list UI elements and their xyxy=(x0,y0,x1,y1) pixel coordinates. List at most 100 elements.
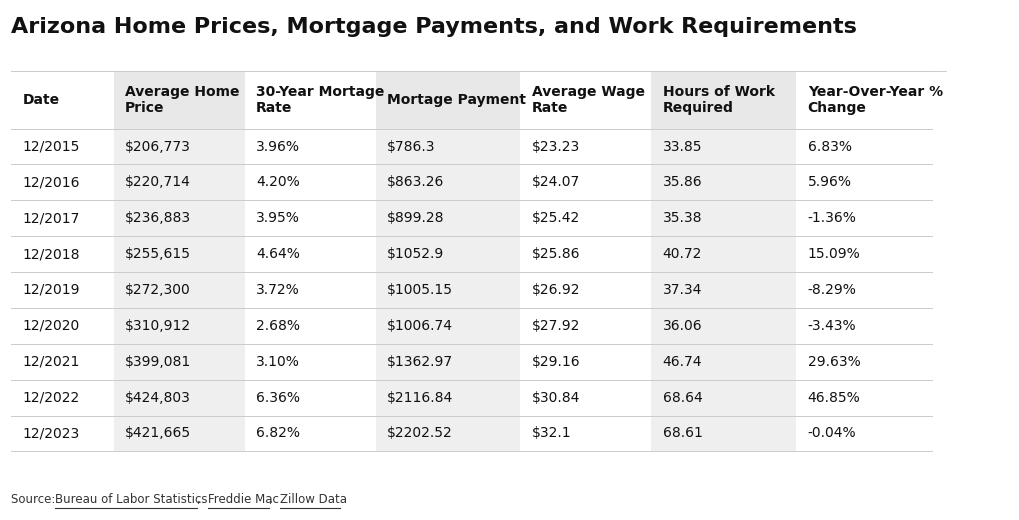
Text: 12/2019: 12/2019 xyxy=(22,283,79,297)
Bar xyxy=(114,200,245,236)
Text: $25.86: $25.86 xyxy=(531,247,580,261)
Text: Average Wage
Rate: Average Wage Rate xyxy=(531,85,644,115)
Text: $899.28: $899.28 xyxy=(386,211,444,225)
Text: -0.04%: -0.04% xyxy=(807,426,855,440)
Text: $863.26: $863.26 xyxy=(386,175,444,189)
Text: Average Home
Price: Average Home Price xyxy=(125,85,239,115)
Text: 6.82%: 6.82% xyxy=(256,426,300,440)
Text: 12/2020: 12/2020 xyxy=(22,319,79,333)
Text: $220,714: $220,714 xyxy=(125,175,191,189)
Text: 35.38: 35.38 xyxy=(662,211,701,225)
Text: 3.96%: 3.96% xyxy=(256,139,300,153)
Text: 35.86: 35.86 xyxy=(662,175,702,189)
Text: $424,803: $424,803 xyxy=(125,391,191,405)
Bar xyxy=(375,128,520,164)
Text: -1.36%: -1.36% xyxy=(807,211,856,225)
Text: $23.23: $23.23 xyxy=(531,139,580,153)
Text: 3.95%: 3.95% xyxy=(256,211,300,225)
Bar xyxy=(651,164,796,200)
Bar xyxy=(375,200,520,236)
Text: $29.16: $29.16 xyxy=(531,355,580,369)
Bar xyxy=(114,272,245,308)
Bar xyxy=(114,164,245,200)
Text: Source:: Source: xyxy=(11,492,59,505)
Bar xyxy=(651,200,796,236)
Text: 4.64%: 4.64% xyxy=(256,247,300,261)
Text: 5.96%: 5.96% xyxy=(807,175,851,189)
Text: Freddie Mac: Freddie Mac xyxy=(208,492,279,505)
Text: Hours of Work
Required: Hours of Work Required xyxy=(662,85,774,115)
Text: $1005.15: $1005.15 xyxy=(386,283,452,297)
Text: Zillow Data: Zillow Data xyxy=(279,492,346,505)
Bar xyxy=(114,344,245,380)
Text: 6.83%: 6.83% xyxy=(807,139,851,153)
Text: ,: , xyxy=(268,492,276,505)
Bar xyxy=(651,308,796,344)
Text: 36.06: 36.06 xyxy=(662,319,702,333)
Bar xyxy=(651,236,796,272)
Bar xyxy=(375,236,520,272)
Bar xyxy=(375,415,520,451)
Bar xyxy=(114,236,245,272)
Text: Date: Date xyxy=(22,93,59,107)
Text: 29.63%: 29.63% xyxy=(807,355,860,369)
Text: 3.72%: 3.72% xyxy=(256,283,300,297)
Text: $2202.52: $2202.52 xyxy=(386,426,452,440)
Text: $399,081: $399,081 xyxy=(125,355,192,369)
Text: 15.09%: 15.09% xyxy=(807,247,860,261)
Bar xyxy=(651,380,796,415)
Text: 12/2017: 12/2017 xyxy=(22,211,79,225)
Text: $30.84: $30.84 xyxy=(531,391,580,405)
Bar xyxy=(651,128,796,164)
Text: 12/2023: 12/2023 xyxy=(22,426,79,440)
Bar xyxy=(375,380,520,415)
Text: $236,883: $236,883 xyxy=(125,211,192,225)
Text: 12/2016: 12/2016 xyxy=(22,175,79,189)
Text: $24.07: $24.07 xyxy=(531,175,580,189)
Text: 33.85: 33.85 xyxy=(662,139,701,153)
Text: $26.92: $26.92 xyxy=(531,283,580,297)
Text: 46.74: 46.74 xyxy=(662,355,701,369)
Text: -8.29%: -8.29% xyxy=(807,283,856,297)
Text: ,: , xyxy=(198,492,205,505)
Text: 68.61: 68.61 xyxy=(662,426,702,440)
Text: 2.68%: 2.68% xyxy=(256,319,300,333)
Text: 12/2018: 12/2018 xyxy=(22,247,79,261)
Text: Bureau of Labor Statistics: Bureau of Labor Statistics xyxy=(55,492,207,505)
Text: $32.1: $32.1 xyxy=(531,426,571,440)
Bar xyxy=(375,308,520,344)
Text: $1362.97: $1362.97 xyxy=(386,355,452,369)
Bar xyxy=(375,344,520,380)
Bar xyxy=(651,344,796,380)
Text: $786.3: $786.3 xyxy=(386,139,435,153)
Text: 40.72: 40.72 xyxy=(662,247,701,261)
Text: $421,665: $421,665 xyxy=(125,426,192,440)
Bar xyxy=(375,272,520,308)
Bar xyxy=(114,128,245,164)
Text: 68.64: 68.64 xyxy=(662,391,702,405)
Text: $272,300: $272,300 xyxy=(125,283,191,297)
Text: $2116.84: $2116.84 xyxy=(386,391,452,405)
Text: 12/2022: 12/2022 xyxy=(22,391,79,405)
Text: 3.10%: 3.10% xyxy=(256,355,300,369)
Text: -3.43%: -3.43% xyxy=(807,319,855,333)
Text: $1052.9: $1052.9 xyxy=(386,247,444,261)
Text: 4.20%: 4.20% xyxy=(256,175,300,189)
Bar xyxy=(651,272,796,308)
Text: Mortage Payment: Mortage Payment xyxy=(386,93,526,107)
Text: 46.85%: 46.85% xyxy=(807,391,860,405)
Text: $310,912: $310,912 xyxy=(125,319,192,333)
Text: $206,773: $206,773 xyxy=(125,139,191,153)
Text: $255,615: $255,615 xyxy=(125,247,191,261)
Bar xyxy=(114,415,245,451)
Text: 37.34: 37.34 xyxy=(662,283,701,297)
Bar xyxy=(375,164,520,200)
Text: 6.36%: 6.36% xyxy=(256,391,300,405)
Text: 30-Year Mortage
Rate: 30-Year Mortage Rate xyxy=(256,85,384,115)
Bar xyxy=(114,380,245,415)
Bar xyxy=(114,308,245,344)
Text: $1006.74: $1006.74 xyxy=(386,319,452,333)
Text: 12/2021: 12/2021 xyxy=(22,355,79,369)
Bar xyxy=(651,415,796,451)
Text: 12/2015: 12/2015 xyxy=(22,139,79,153)
